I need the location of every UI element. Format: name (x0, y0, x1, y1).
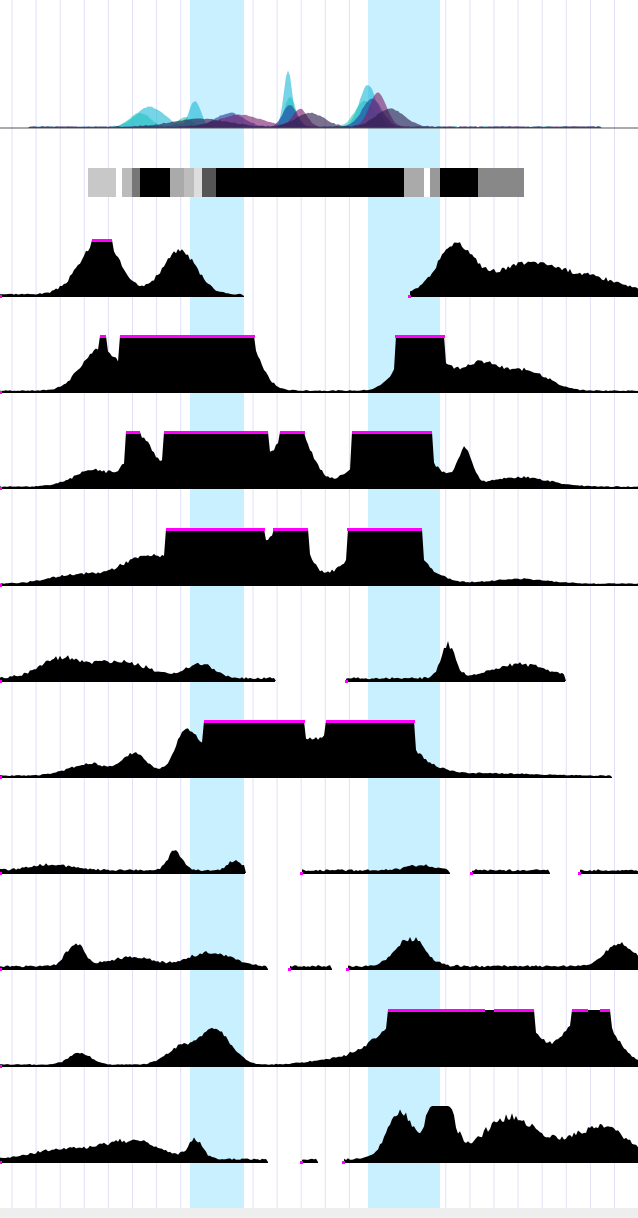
clip-marker (0, 391, 2, 394)
signal-track-9[interactable] (0, 1009, 638, 1068)
clip-marker (342, 1161, 345, 1164)
ideogram-band-2 (116, 168, 122, 197)
clipped-value-indicator (352, 431, 432, 434)
clipped-value-indicator (572, 1009, 588, 1012)
signal-area (0, 529, 638, 585)
scroll-strip (0, 1208, 638, 1218)
clip-marker (0, 968, 2, 971)
overview-series-5 (0, 108, 638, 128)
ideogram-band-9 (202, 168, 216, 197)
overview-overlay-track[interactable] (0, 70, 638, 129)
ideogram-band-11 (404, 168, 424, 197)
signal-track-10[interactable] (0, 1106, 638, 1164)
clipped-value-indicator (494, 1009, 534, 1012)
signal-area (0, 336, 638, 392)
clip-marker (578, 872, 581, 875)
ideogram-band-10 (216, 168, 404, 197)
clip-marker (0, 487, 2, 490)
signal-area (0, 850, 638, 873)
ideogram-band-6 (170, 168, 184, 197)
ideogram-band-15 (478, 168, 524, 197)
clipped-value-indicator (164, 431, 268, 434)
clip-marker (0, 872, 2, 875)
signal-track-3[interactable] (0, 431, 638, 490)
ideogram-band-12 (424, 168, 430, 197)
clipped-value-indicator (600, 1009, 610, 1012)
clip-marker (288, 968, 291, 971)
clip-marker (0, 1065, 2, 1068)
ideogram-band-5 (140, 168, 170, 197)
clip-marker (470, 872, 473, 875)
clip-marker (0, 776, 2, 779)
signal-track-2[interactable] (0, 335, 638, 394)
clipped-value-indicator (100, 335, 106, 338)
clip-marker (300, 1161, 303, 1164)
signal-area (0, 641, 566, 681)
clip-marker (345, 680, 348, 683)
clipped-value-indicator (347, 528, 422, 531)
signal-area (0, 721, 612, 777)
signal-track-4[interactable] (0, 528, 638, 587)
clipped-value-indicator (326, 720, 415, 723)
clipped-value-indicator (280, 431, 305, 434)
clipped-value-indicator (395, 335, 445, 338)
signal-area (0, 432, 638, 488)
ideogram-band-3 (122, 168, 132, 197)
signal-area (0, 1010, 638, 1066)
ideogram-band-8 (194, 168, 202, 197)
clip-marker (408, 295, 411, 298)
signal-area (0, 1106, 638, 1162)
clipped-value-indicator (204, 720, 305, 723)
clipped-value-indicator (388, 1009, 485, 1012)
highlighted-regions[interactable] (190, 0, 440, 1208)
signal-track-5[interactable] (0, 641, 566, 683)
ideogram-band-4 (132, 168, 140, 197)
clip-marker (0, 680, 2, 683)
chromosome-ideogram[interactable] (88, 168, 524, 197)
clip-marker (300, 872, 303, 875)
signal-tracks[interactable] (0, 239, 638, 1164)
signal-track-6[interactable] (0, 720, 612, 779)
signal-track-1[interactable] (0, 239, 638, 298)
ideogram-band-13 (430, 168, 440, 197)
ideogram-band-1 (88, 168, 116, 197)
clip-marker (0, 584, 2, 587)
clip-marker (0, 1161, 2, 1164)
ideogram-band-7 (184, 168, 194, 197)
highlight-region-1 (190, 0, 244, 1208)
ideogram-band-14 (440, 168, 478, 197)
signal-track-7[interactable] (0, 850, 638, 875)
clipped-value-indicator (126, 431, 140, 434)
signal-area (0, 937, 638, 969)
clipped-value-indicator (166, 528, 265, 531)
clip-marker (346, 968, 349, 971)
clipped-value-indicator (273, 528, 308, 531)
clipped-value-indicator (120, 335, 255, 338)
clip-marker (0, 295, 2, 298)
overview-series-2 (0, 70, 638, 128)
signal-area (0, 240, 638, 296)
signal-track-8[interactable] (0, 937, 638, 971)
highlight-region-2 (368, 0, 440, 1208)
clipped-value-indicator (92, 239, 112, 242)
